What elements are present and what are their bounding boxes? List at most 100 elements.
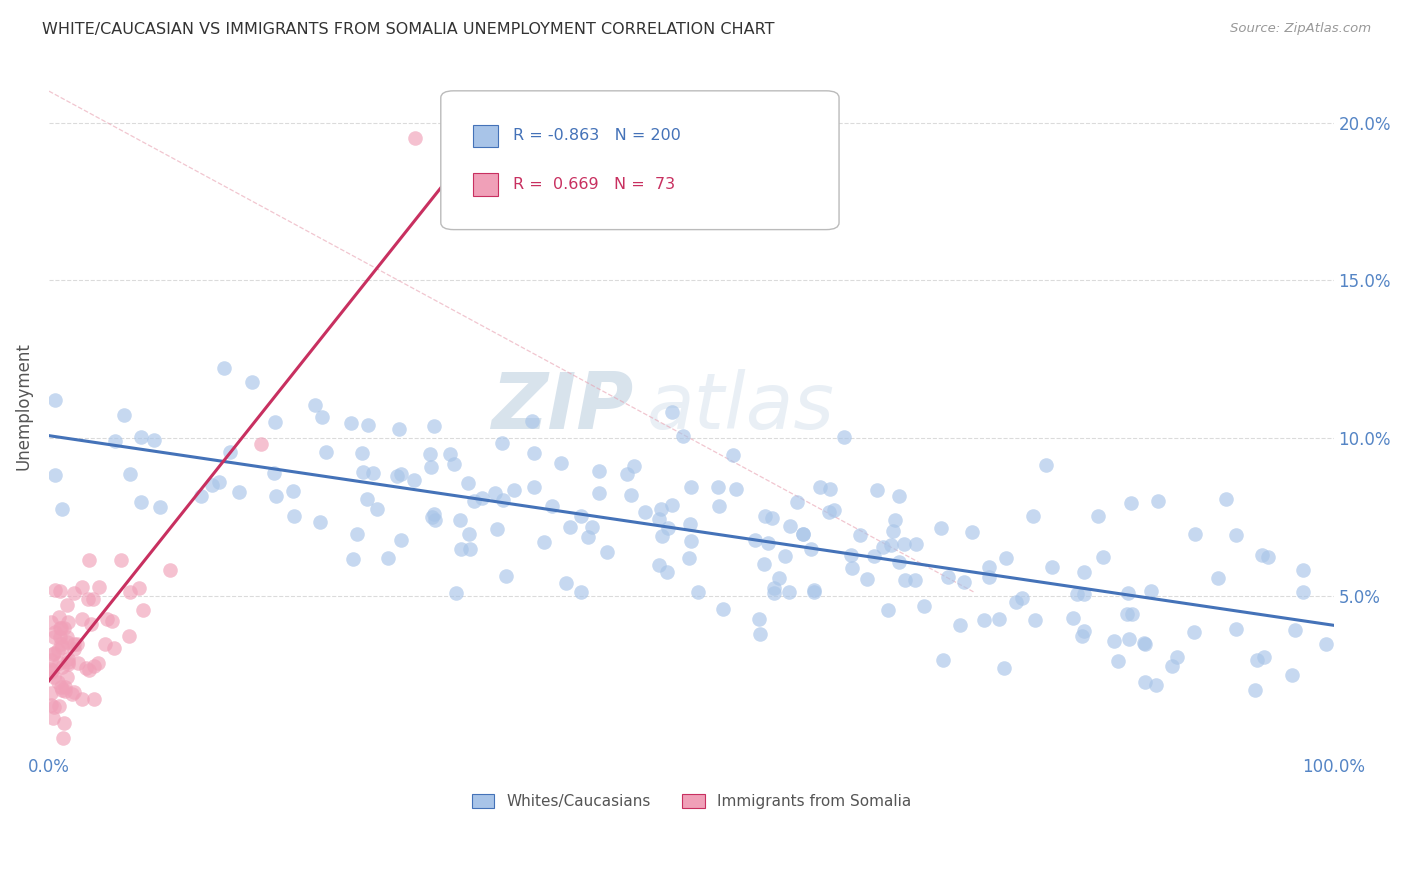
Point — [42, 630, 65, 644]
Point — [128, 581, 150, 595]
Point — [56, 598, 79, 612]
Point — [142, 434, 165, 448]
Point — [53, 684, 76, 698]
Point — [1066, 587, 1088, 601]
Point — [905, 537, 928, 551]
Point — [616, 467, 638, 482]
Point — [554, 575, 576, 590]
Point — [486, 522, 509, 536]
Point — [52, 731, 75, 745]
Point — [42, 699, 65, 714]
Point — [39, 615, 62, 629]
Point — [389, 467, 412, 481]
Point — [569, 509, 592, 524]
Point — [425, 513, 447, 527]
Point — [1184, 526, 1206, 541]
Point — [752, 557, 775, 571]
Point — [877, 603, 900, 617]
Point — [620, 487, 643, 501]
Point — [49, 584, 72, 599]
Point — [350, 445, 373, 459]
Point — [51, 683, 73, 698]
Point — [987, 612, 1010, 626]
Point — [1073, 565, 1095, 579]
Point — [1215, 491, 1237, 506]
Point — [588, 465, 610, 479]
Point — [623, 459, 645, 474]
Text: WHITE/CAUCASIAN VS IMMIGRANTS FROM SOMALIA UNEMPLOYMENT CORRELATION CHART: WHITE/CAUCASIAN VS IMMIGRANTS FROM SOMAL… — [42, 22, 775, 37]
Bar — [472, 125, 498, 147]
Point — [44, 467, 66, 482]
Point — [366, 502, 388, 516]
Point — [768, 571, 790, 585]
Point — [42, 646, 65, 660]
Point — [1292, 584, 1315, 599]
Point — [457, 475, 479, 490]
Point — [342, 552, 364, 566]
Point — [460, 541, 482, 556]
Point — [763, 581, 786, 595]
Point — [678, 551, 700, 566]
Point — [744, 533, 766, 548]
Point — [960, 524, 983, 539]
Legend: Whites/Caucasians, Immigrants from Somalia: Whites/Caucasians, Immigrants from Somal… — [465, 788, 917, 815]
Point — [48, 698, 70, 713]
Point — [541, 499, 564, 513]
Point — [208, 475, 231, 490]
Point — [402, 473, 425, 487]
Point — [96, 612, 118, 626]
Point — [450, 541, 472, 556]
Point — [823, 502, 845, 516]
Point — [657, 521, 679, 535]
Point — [1133, 675, 1156, 690]
Point — [77, 553, 100, 567]
Point — [39, 698, 62, 712]
Point — [75, 660, 97, 674]
Point — [803, 583, 825, 598]
Point — [841, 560, 863, 574]
Point — [385, 468, 408, 483]
Point — [112, 408, 135, 422]
Point — [681, 480, 703, 494]
Point — [263, 466, 285, 480]
Point — [356, 492, 378, 507]
Point — [523, 445, 546, 459]
Point — [283, 509, 305, 524]
Point — [51, 640, 73, 654]
Text: R = -0.863   N = 200: R = -0.863 N = 200 — [513, 128, 681, 144]
Point — [423, 419, 446, 434]
Point — [1146, 494, 1168, 508]
Point — [778, 585, 800, 599]
Point — [39, 686, 62, 700]
Point — [1281, 668, 1303, 682]
Point — [39, 652, 62, 666]
Point — [773, 549, 796, 563]
Point — [523, 480, 546, 494]
Point — [492, 493, 515, 508]
Point — [748, 627, 770, 641]
Point — [52, 621, 75, 635]
Point — [849, 528, 872, 542]
Point — [679, 533, 702, 548]
Point — [48, 630, 70, 644]
Point — [449, 513, 471, 527]
Point — [264, 415, 287, 429]
Point — [883, 513, 905, 527]
Point — [471, 491, 494, 505]
Point — [808, 481, 831, 495]
Point — [949, 618, 972, 632]
Point — [388, 422, 411, 436]
Point — [1022, 509, 1045, 524]
Point — [754, 509, 776, 524]
Point — [240, 375, 263, 389]
Point — [522, 414, 544, 428]
Point — [309, 515, 332, 529]
Point — [44, 670, 66, 684]
Point — [419, 447, 441, 461]
Point — [1116, 586, 1139, 600]
Point — [70, 580, 93, 594]
Point — [818, 482, 841, 496]
Point — [311, 410, 333, 425]
Point — [83, 692, 105, 706]
Point — [118, 629, 141, 643]
